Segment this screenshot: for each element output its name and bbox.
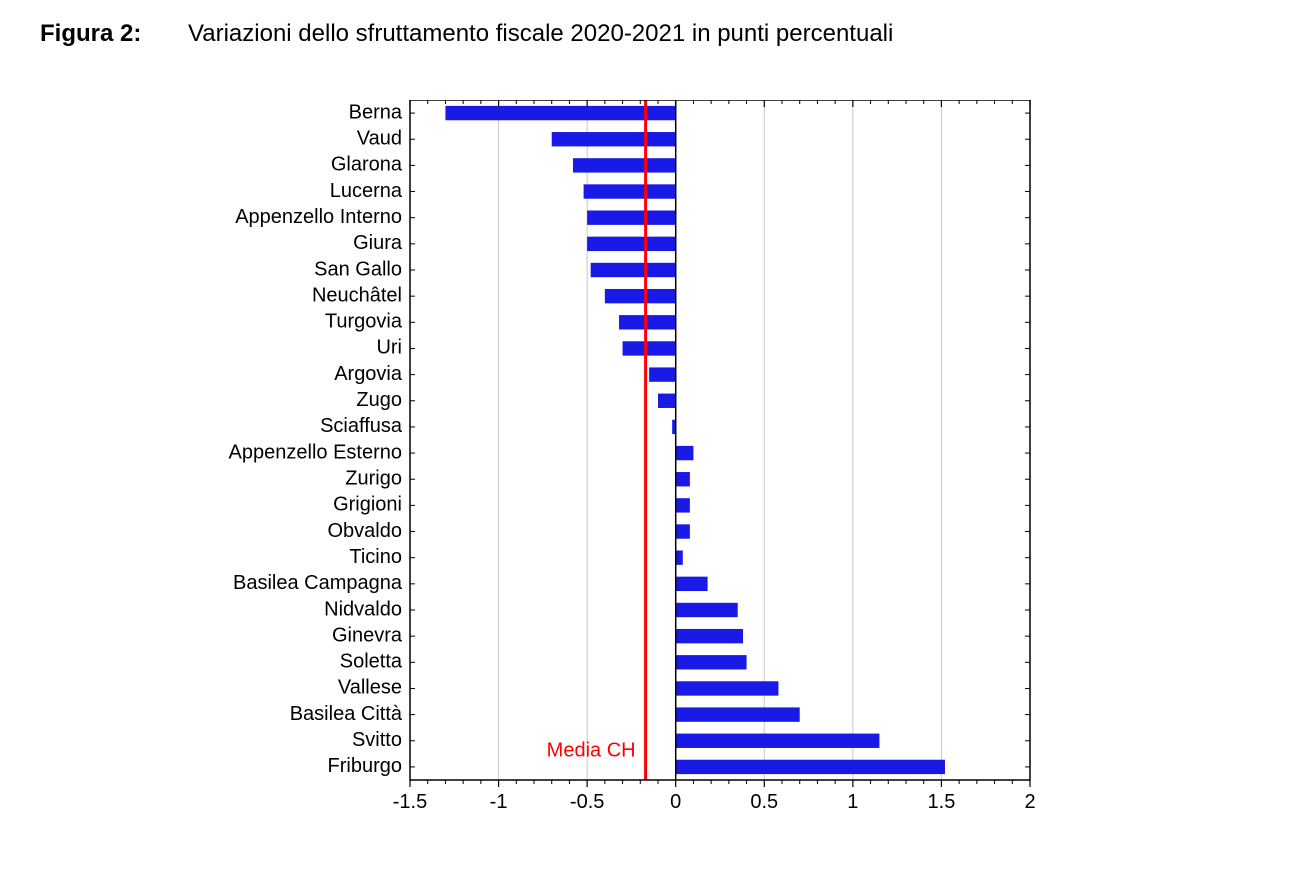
y-axis-label: Berna (349, 101, 403, 123)
bar (676, 446, 694, 460)
x-axis-tick-label: 0.5 (750, 791, 778, 813)
x-axis-tick-label: 0 (670, 791, 681, 813)
bar (573, 158, 676, 172)
bar (619, 315, 676, 329)
bar-chart: Berna Vaud Glarona Lucerna Appenzello Intern… (160, 100, 1050, 830)
y-axis-label: Appenzello Esterno (229, 441, 402, 463)
bar (676, 577, 708, 591)
y-axis-label: Basilea Città (290, 703, 403, 725)
x-axis-tick-label: -0.5 (570, 791, 604, 813)
bar (605, 289, 676, 303)
reference-line-label: Media CH (547, 740, 636, 762)
y-axis-label: Friburgo (328, 755, 402, 777)
y-axis-label: Appenzello Interno (235, 206, 402, 228)
y-axis-label: Ginevra (332, 624, 403, 646)
chart-container: Berna Vaud Glarona Lucerna Appenzello Intern… (160, 100, 1050, 835)
y-axis-label: Argovia (334, 363, 403, 385)
bar (676, 551, 683, 565)
y-axis-label: Lucerna (330, 180, 403, 202)
bar (676, 472, 690, 486)
y-axis-label: Nidvaldo (324, 598, 402, 620)
y-axis-label: Vallese (338, 677, 402, 699)
bar (587, 211, 676, 225)
bar (658, 394, 676, 408)
bar (676, 655, 747, 669)
x-axis-tick-label: -1.5 (393, 791, 427, 813)
y-axis-label: Giura (353, 232, 403, 254)
bar (676, 603, 738, 617)
bar (676, 629, 743, 643)
y-axis-label: Turgovia (325, 311, 403, 333)
bar (676, 707, 800, 721)
bar (584, 184, 676, 198)
bar (445, 106, 675, 120)
y-axis-label: Zugo (356, 389, 402, 411)
bar (676, 524, 690, 538)
bar (676, 760, 945, 774)
y-axis-label: Neuchâtel (312, 284, 402, 306)
x-axis-tick-label: -1 (490, 791, 508, 813)
bar (649, 367, 676, 381)
y-axis-label: Basilea Campagna (233, 572, 403, 594)
y-axis-label: Obvaldo (328, 520, 403, 542)
bar (623, 341, 676, 355)
y-axis-label: Sciaffusa (320, 415, 403, 437)
figure-title: Figura 2: Variazioni dello sfruttamento … (40, 20, 1272, 48)
x-axis-tick-label: 2 (1024, 791, 1035, 813)
x-axis-tick-label: 1.5 (928, 791, 956, 813)
bar (676, 498, 690, 512)
y-axis-label: Uri (376, 337, 402, 359)
y-axis-label: Svitto (352, 729, 402, 751)
bar (591, 263, 676, 277)
bar (587, 237, 676, 251)
x-axis-tick-label: 1 (847, 791, 858, 813)
figure-caption: Variazioni dello sfruttamento fiscale 20… (188, 20, 893, 47)
y-axis-label: Ticino (349, 546, 402, 568)
y-axis-label: Glarona (331, 154, 403, 176)
bar (552, 132, 676, 146)
y-axis-label: Grigioni (333, 494, 402, 516)
y-axis-label: Soletta (340, 651, 403, 673)
y-axis-label: Vaud (357, 128, 402, 150)
y-axis-label: San Gallo (314, 258, 402, 280)
bar (676, 681, 779, 695)
y-axis-label: Zurigo (345, 468, 402, 490)
figure-label: Figura 2: (40, 20, 141, 47)
bar (676, 734, 880, 748)
